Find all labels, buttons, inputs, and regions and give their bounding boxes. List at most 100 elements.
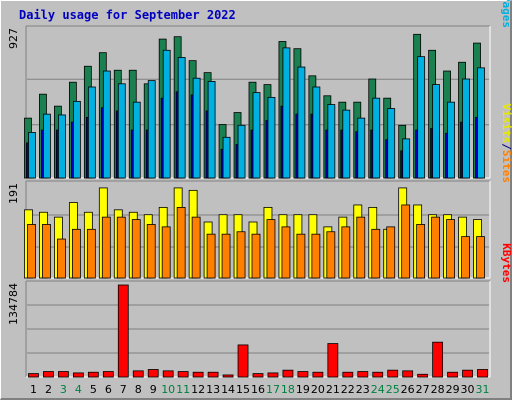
bar-kbytes-9 bbox=[147, 369, 159, 378]
bar-kbytes-7 bbox=[117, 284, 129, 378]
bar-sites-14 bbox=[221, 233, 231, 279]
bar-pages-13 bbox=[207, 81, 216, 179]
y-max-label: 191 bbox=[7, 183, 20, 204]
series-legend: Visits/Sites bbox=[500, 104, 512, 184]
bar-kbytes-31 bbox=[477, 369, 488, 378]
x-tick-label: 10 bbox=[161, 383, 175, 396]
bar-sites-2 bbox=[42, 224, 51, 279]
bar-kbytes-23 bbox=[357, 371, 369, 378]
x-tick-label: 18 bbox=[281, 383, 295, 396]
bar-pages-5 bbox=[87, 86, 96, 179]
bar-pages-20 bbox=[312, 86, 321, 179]
bar-sites-4 bbox=[71, 228, 81, 279]
x-tick-label: 5 bbox=[90, 383, 97, 396]
x-tick-label: 14 bbox=[221, 383, 235, 396]
bar-sites-26 bbox=[401, 204, 411, 279]
bar-kbytes-2 bbox=[43, 371, 54, 378]
bar-pages-29 bbox=[447, 101, 455, 179]
bar-kbytes-28 bbox=[432, 341, 444, 378]
bar-sites-17 bbox=[266, 219, 276, 279]
bar-pages-3 bbox=[58, 114, 66, 179]
x-tick-label: 30 bbox=[461, 383, 475, 396]
x-tick-label: 19 bbox=[296, 383, 310, 396]
bar-kbytes-25 bbox=[387, 369, 399, 378]
x-tick-label: 3 bbox=[60, 383, 67, 396]
bar-kbytes-20 bbox=[312, 371, 324, 378]
x-tick-label: 9 bbox=[150, 383, 157, 396]
bar-kbytes-15 bbox=[237, 344, 249, 378]
x-tick-label: 15 bbox=[236, 383, 250, 396]
legend-sites: Sites bbox=[500, 150, 512, 183]
bar-pages-11 bbox=[177, 57, 186, 179]
x-tick-label: 16 bbox=[251, 383, 265, 396]
bar-sites-21 bbox=[326, 231, 336, 279]
bar-pages-24 bbox=[372, 97, 381, 179]
bar-sites-7 bbox=[116, 216, 126, 279]
bar-kbytes-26 bbox=[402, 370, 414, 378]
bar-pages-12 bbox=[192, 77, 201, 179]
x-tick-label: 23 bbox=[356, 383, 370, 396]
bar-sites-18 bbox=[281, 226, 291, 279]
bar-sites-23 bbox=[356, 216, 366, 279]
bar-sites-27 bbox=[416, 224, 426, 279]
bar-kbytes-6 bbox=[102, 371, 114, 378]
bar-sites-30 bbox=[461, 236, 470, 279]
bar-kbytes-1 bbox=[28, 373, 39, 378]
bar-kbytes-4 bbox=[72, 372, 84, 378]
bar-sites-13 bbox=[206, 233, 216, 279]
bar-sites-5 bbox=[86, 228, 96, 279]
x-tick-label: 25 bbox=[386, 383, 400, 396]
bar-pages-6 bbox=[102, 70, 111, 179]
bar-pages-30 bbox=[462, 78, 470, 179]
x-tick-label: 27 bbox=[416, 383, 430, 396]
bar-sites-19 bbox=[296, 233, 306, 279]
x-tick-label: 6 bbox=[105, 383, 112, 396]
x-tick-label: 17 bbox=[266, 383, 280, 396]
bar-sites-31 bbox=[476, 236, 485, 279]
bar-pages-23 bbox=[357, 117, 366, 179]
x-tick-label: 8 bbox=[135, 383, 142, 396]
x-tick-label: 2 bbox=[45, 383, 52, 396]
bar-pages-19 bbox=[297, 66, 306, 179]
bar-pages-2 bbox=[43, 113, 51, 179]
bar-sites-9 bbox=[146, 224, 156, 279]
series-legend: KBytes bbox=[500, 243, 512, 283]
x-tick-label: 28 bbox=[431, 383, 445, 396]
bar-sites-22 bbox=[341, 226, 351, 279]
bar-pages-15 bbox=[237, 124, 246, 179]
bar-kbytes-5 bbox=[87, 371, 99, 378]
bar-kbytes-29 bbox=[447, 371, 458, 378]
bar-pages-25 bbox=[387, 108, 396, 179]
x-tick-label: 22 bbox=[341, 383, 355, 396]
bar-pages-21 bbox=[327, 104, 336, 179]
x-tick-label: 29 bbox=[446, 383, 460, 396]
x-tick-label: 7 bbox=[120, 383, 127, 396]
bar-sites-24 bbox=[371, 228, 381, 279]
bar-pages-27 bbox=[417, 56, 426, 179]
y-max-label: 927 bbox=[7, 28, 20, 49]
bar-kbytes-18 bbox=[282, 369, 294, 378]
bar-pages-1 bbox=[28, 132, 36, 179]
y-max-label: 134784 bbox=[7, 283, 20, 325]
bar-pages-26 bbox=[402, 138, 411, 179]
bar-kbytes-14 bbox=[222, 374, 234, 378]
legend-slash: / bbox=[500, 143, 512, 150]
bar-pages-10 bbox=[162, 49, 171, 179]
x-tick-label: 21 bbox=[326, 383, 340, 396]
chart-title: Daily usage for September 2022 bbox=[19, 8, 236, 22]
bar-sites-3 bbox=[57, 238, 66, 279]
bar-sites-8 bbox=[131, 219, 141, 279]
bar-kbytes-24 bbox=[372, 371, 384, 378]
bar-sites-1 bbox=[27, 224, 36, 279]
bar-pages-9 bbox=[147, 80, 156, 179]
bar-pages-28 bbox=[432, 84, 441, 179]
bar-kbytes-12 bbox=[192, 371, 204, 378]
bar-kbytes-8 bbox=[132, 370, 144, 378]
bar-kbytes-30 bbox=[462, 369, 473, 378]
bar-sites-11 bbox=[176, 206, 186, 279]
series-legend: Hits/Files/Pages bbox=[500, 0, 512, 28]
bar-sites-28 bbox=[431, 216, 441, 279]
x-tick-label: 11 bbox=[176, 383, 190, 396]
bar-kbytes-22 bbox=[342, 371, 354, 378]
bar-kbytes-13 bbox=[207, 371, 219, 378]
